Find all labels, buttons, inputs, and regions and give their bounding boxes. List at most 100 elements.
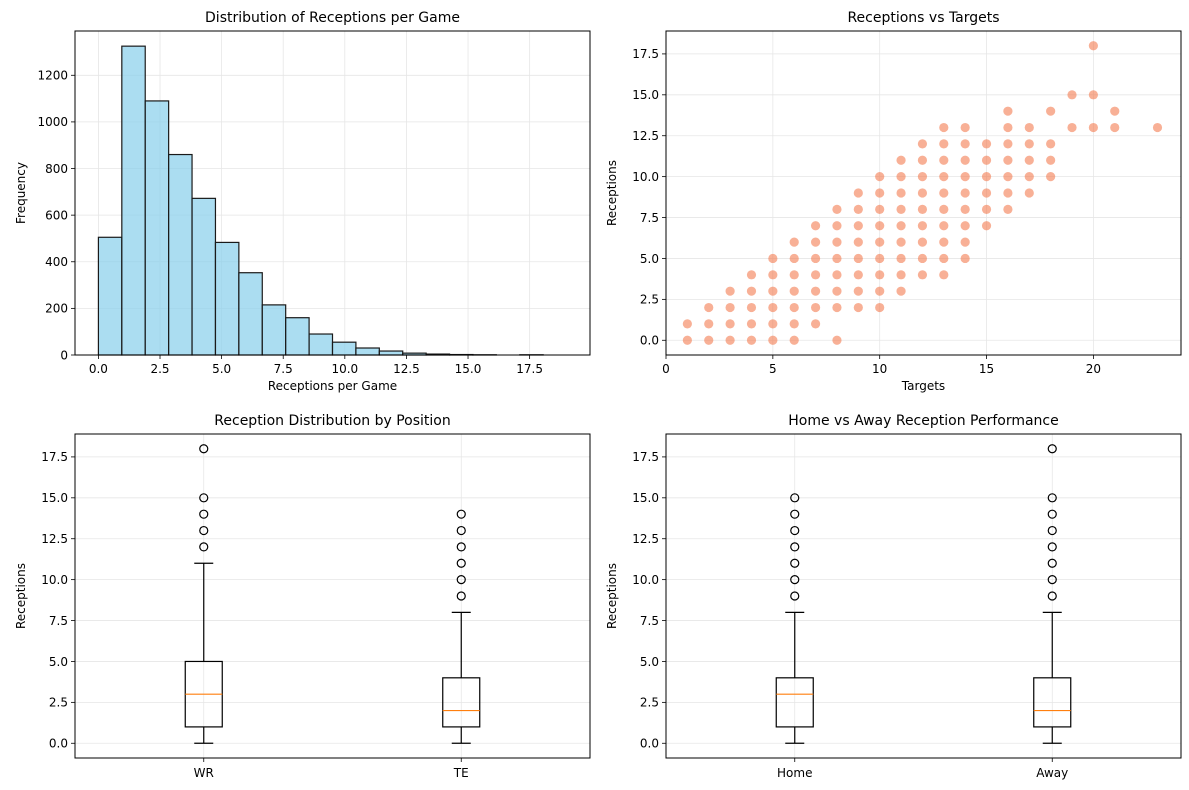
y-ticks: 0 200 400 600 800 1000 1200 xyxy=(37,69,75,362)
histogram-bar xyxy=(121,45,146,356)
scatter-point xyxy=(960,188,970,198)
x-tick-label: 2.5 xyxy=(150,362,169,376)
scatter-point xyxy=(939,253,949,264)
scatter-point xyxy=(939,122,949,133)
histogram-bar xyxy=(191,197,217,356)
scatter-point xyxy=(853,237,863,247)
scatter-point xyxy=(917,270,928,280)
scatter-point xyxy=(917,139,928,149)
grid-lines xyxy=(666,434,1181,758)
scatter-point xyxy=(896,204,906,214)
scatter-point xyxy=(1110,106,1120,116)
x-ticks: 0 5 10 15 20 xyxy=(662,355,1101,376)
scatter-point xyxy=(896,237,906,247)
scatter-point xyxy=(789,302,799,313)
outlier-point xyxy=(1047,493,1057,503)
outlier-point xyxy=(790,591,800,601)
y-tick-label: 600 xyxy=(45,208,68,222)
x-tick-label: 20 xyxy=(1086,362,1101,376)
scatter-point xyxy=(1110,122,1120,133)
scatter-point xyxy=(1003,122,1013,133)
scatter-point xyxy=(960,155,970,165)
scatter-point xyxy=(832,237,842,247)
scatter-point xyxy=(875,237,885,247)
scatter-point xyxy=(875,286,885,296)
scatter-point xyxy=(960,122,970,133)
y-axis-label: Receptions xyxy=(14,563,28,629)
outlier-point xyxy=(456,525,466,536)
x-ticks: 0.0 2.5 5.0 7.5 10.0 12.5 15.0 17.5 xyxy=(89,355,543,376)
x-category-label: Home xyxy=(777,766,812,780)
y-tick-label: 7.5 xyxy=(640,614,659,628)
x-category-label: Away xyxy=(1036,766,1068,780)
outlier-point xyxy=(790,542,800,552)
y-tick-label: 2.5 xyxy=(640,696,659,710)
box-iqr xyxy=(775,677,814,728)
y-tick-label: 2.5 xyxy=(640,293,659,307)
scatter-point xyxy=(746,270,757,280)
x-tick-label: 7.5 xyxy=(274,362,293,376)
scatter-point xyxy=(917,204,928,214)
scatter-point xyxy=(746,319,757,329)
scatter-point xyxy=(810,286,821,296)
scatter-point xyxy=(896,172,906,182)
y-tick-label: 7.5 xyxy=(640,211,659,225)
outlier-point xyxy=(199,493,209,503)
x-axis-label: Receptions per Game xyxy=(268,379,397,393)
y-tick-label: 0.0 xyxy=(640,334,659,348)
outlier-point xyxy=(1047,591,1057,601)
scatter-point xyxy=(789,335,799,345)
scatter-point xyxy=(875,204,885,214)
scatter-point xyxy=(832,204,842,214)
y-tick-label: 10.0 xyxy=(632,170,659,184)
x-tick-label: 5.0 xyxy=(212,362,231,376)
scatter-point xyxy=(960,172,970,182)
scatter-point xyxy=(1067,90,1077,100)
histogram-bar xyxy=(97,236,123,356)
y-axis-label: Receptions xyxy=(605,160,619,226)
scatter-point xyxy=(810,253,821,264)
scatter-point xyxy=(853,221,863,231)
boxplot-te xyxy=(442,509,481,744)
x-tick-label: 0 xyxy=(662,362,670,376)
y-axis-label: Frequency xyxy=(14,162,28,224)
histogram-bar xyxy=(168,153,193,356)
outlier-point xyxy=(790,525,800,536)
outlier-point xyxy=(456,542,466,552)
scatter-point xyxy=(768,286,778,296)
scatter-point xyxy=(832,335,842,345)
scatter-point xyxy=(789,253,799,264)
histogram-bar xyxy=(261,304,287,356)
scatter-point xyxy=(917,172,928,182)
y-tick-label: 0 xyxy=(60,348,68,362)
y-tick-label: 17.5 xyxy=(632,450,659,464)
chart-box-pos: WR TE 0.0 2.5 5.0 7.5 10.0 12.5 15.0 17.5 Receptio… xyxy=(14,413,591,780)
y-tick-label: 5.0 xyxy=(49,655,68,669)
histogram-bar xyxy=(144,100,170,356)
scatter-point xyxy=(1003,106,1013,116)
scatter-point xyxy=(981,172,992,182)
scatter-point xyxy=(725,335,735,345)
outlier-point xyxy=(1047,575,1057,585)
x-category-label: TE xyxy=(453,766,469,780)
y-tick-label: 200 xyxy=(45,302,68,316)
scatter-point xyxy=(939,188,949,198)
outlier-point xyxy=(199,509,209,519)
scatter-point xyxy=(853,270,863,280)
histogram-bar xyxy=(214,241,240,356)
scatter-point xyxy=(960,253,970,264)
y-tick-label: 2.5 xyxy=(49,696,68,710)
outlier-point xyxy=(1047,558,1057,568)
scatter-point xyxy=(981,204,992,214)
x-tick-label: 0.0 xyxy=(89,362,108,376)
x-tick-label: 10.0 xyxy=(331,362,358,376)
scatter-point xyxy=(960,237,970,247)
y-tick-label: 400 xyxy=(45,255,68,269)
scatter-point xyxy=(981,155,992,165)
scatter-point xyxy=(725,302,735,313)
scatter-point xyxy=(939,221,949,231)
scatter-point xyxy=(789,286,799,296)
scatter-point xyxy=(1024,155,1034,165)
y-tick-label: 15.0 xyxy=(41,491,68,505)
scatter-point xyxy=(704,302,714,313)
